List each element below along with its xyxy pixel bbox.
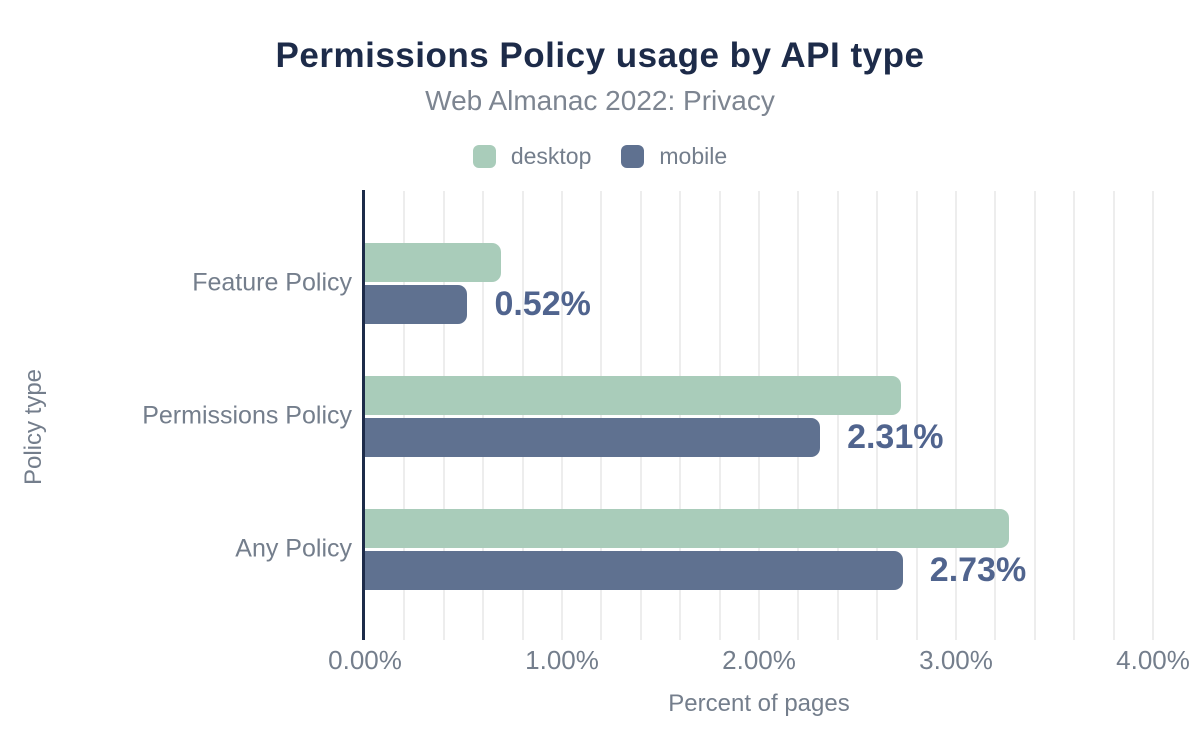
y-axis-line xyxy=(362,190,365,640)
category-label-feature-policy: Feature Policy xyxy=(192,268,352,297)
category-label-permissions-policy: Permissions Policy xyxy=(142,401,352,430)
legend-label: desktop xyxy=(510,142,592,169)
chart-subtitle: Web Almanac 2022: Privacy xyxy=(425,85,775,116)
x-tick-label-1: 1.00% xyxy=(525,645,599,675)
bar-desktop-any-policy[interactable] xyxy=(365,509,1010,548)
legend: desktop mobile xyxy=(0,143,1200,169)
gridline xyxy=(600,191,603,640)
gridline xyxy=(639,191,642,640)
gridline xyxy=(679,191,682,640)
x-tick-label-4: 4.00% xyxy=(1116,645,1190,675)
gridline xyxy=(876,191,879,640)
gridline xyxy=(1112,191,1115,640)
gridline xyxy=(758,191,760,640)
gridline xyxy=(403,191,406,640)
bar-desktop-feature-policy[interactable] xyxy=(365,243,501,282)
bar-mobile-feature-policy[interactable] xyxy=(365,285,468,324)
chart-title: Permissions Policy usage by API type xyxy=(275,36,925,75)
legend-swatch-desktop-icon xyxy=(472,144,496,168)
x-tick-label-2: 2.00% xyxy=(722,645,796,675)
x-axis-title: Percent of pages xyxy=(668,690,850,717)
legend-item-mobile: mobile xyxy=(621,142,728,169)
gridline xyxy=(521,191,524,640)
x-tick-label-3: 3.00% xyxy=(919,645,993,675)
legend-item-desktop: desktop xyxy=(472,142,592,169)
category-label-any-policy: Any Policy xyxy=(235,534,352,563)
gridline xyxy=(1152,191,1154,640)
bar-desktop-permissions-policy[interactable] xyxy=(365,376,901,415)
gridline xyxy=(797,191,800,640)
data-label-feature-policy: 0.52% xyxy=(494,285,591,323)
legend-label: mobile xyxy=(659,142,728,169)
gridline xyxy=(442,191,445,640)
gridline xyxy=(1073,191,1076,640)
x-tick-label-0: 0.00% xyxy=(328,645,402,675)
gridline xyxy=(1033,191,1036,640)
gridline xyxy=(718,191,721,640)
bar-mobile-permissions-policy[interactable] xyxy=(365,418,821,457)
gridline xyxy=(915,191,918,640)
bar-mobile-any-policy[interactable] xyxy=(365,551,903,590)
legend-swatch-mobile-icon xyxy=(621,144,645,168)
gridline xyxy=(482,191,485,640)
gridline xyxy=(561,191,563,640)
gridline xyxy=(955,191,957,640)
data-label-any-policy: 2.73% xyxy=(929,551,1027,589)
gridline xyxy=(836,191,839,640)
data-label-permissions-policy: 2.31% xyxy=(847,418,944,456)
gridline xyxy=(994,191,997,640)
y-axis-title: Policy type xyxy=(20,368,47,486)
